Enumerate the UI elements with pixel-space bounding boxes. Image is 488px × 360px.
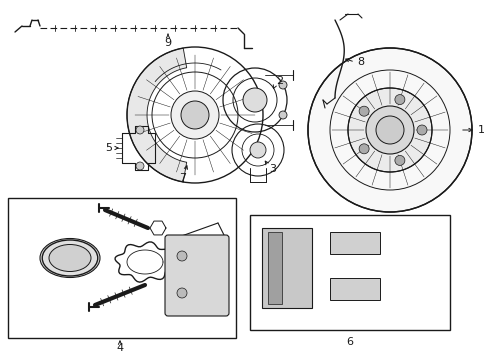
Bar [329,232,379,254]
Text: 6: 6 [346,337,353,347]
Bar [262,228,311,308]
Circle shape [136,126,143,134]
Circle shape [171,91,219,139]
Circle shape [358,144,368,154]
Circle shape [279,81,286,89]
Bar [8,198,236,338]
Text: 4: 4 [116,343,123,353]
Bar [249,215,449,330]
Circle shape [416,125,426,135]
Circle shape [136,162,143,170]
Circle shape [347,88,431,172]
Circle shape [249,142,265,158]
Text: 9: 9 [164,38,171,48]
Text: 2: 2 [276,76,283,86]
Circle shape [394,156,404,166]
Circle shape [365,106,413,154]
Ellipse shape [40,238,100,278]
Ellipse shape [49,244,91,271]
Bar [267,232,282,304]
Circle shape [279,111,286,119]
Text: 7: 7 [179,173,186,183]
Circle shape [307,48,471,212]
Circle shape [177,288,186,298]
Circle shape [375,116,403,144]
Text: 5: 5 [105,143,112,153]
Circle shape [243,88,266,112]
Text: 3: 3 [269,164,276,174]
Circle shape [181,101,208,129]
Bar [329,278,379,300]
Circle shape [177,251,186,261]
Text: 1: 1 [476,125,484,135]
Polygon shape [127,48,186,182]
Circle shape [358,106,368,116]
Circle shape [394,95,404,104]
Text: 8: 8 [357,57,364,67]
FancyBboxPatch shape [164,235,228,316]
